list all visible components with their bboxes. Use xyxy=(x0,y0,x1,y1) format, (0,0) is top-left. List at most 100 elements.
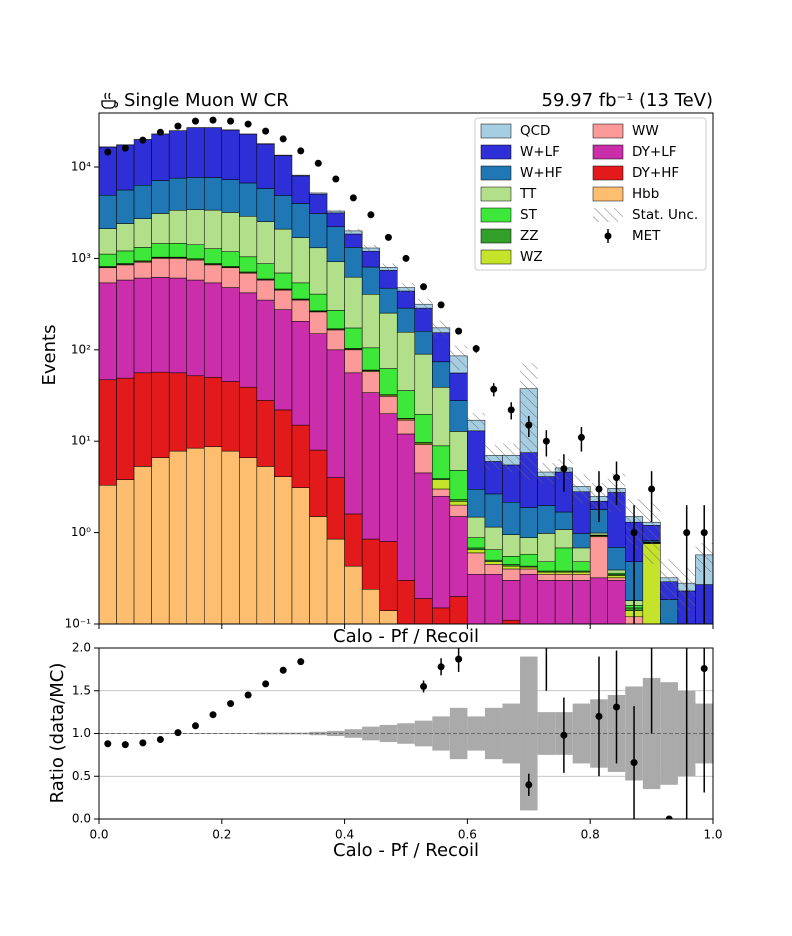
ratio-unc-band xyxy=(502,703,521,764)
stack-segment xyxy=(344,513,363,567)
stack-segment xyxy=(589,532,609,536)
stat-unc-band xyxy=(291,174,310,176)
stack-segment xyxy=(116,250,135,264)
ratio-point xyxy=(665,815,673,819)
stack-segment xyxy=(186,279,205,377)
stack-segment xyxy=(537,571,556,575)
data-point xyxy=(367,211,375,219)
stack-segment xyxy=(554,529,573,549)
ratio-point xyxy=(473,294,480,301)
stack-segment xyxy=(572,561,591,572)
stack-segment xyxy=(537,574,556,581)
ratio-point xyxy=(420,682,428,690)
ratio-point xyxy=(297,658,305,666)
stack-segment xyxy=(467,654,485,715)
stack-segment xyxy=(256,466,275,624)
stack-segment xyxy=(99,267,117,284)
y-tick-label: 10¹ xyxy=(71,434,91,448)
ratio-unc-band xyxy=(467,716,485,751)
data-point xyxy=(630,529,638,537)
stat-unc-band xyxy=(537,463,556,484)
stack-segment xyxy=(203,248,223,264)
stack-segment xyxy=(502,501,521,535)
stack-segment xyxy=(572,547,591,562)
stack-segment xyxy=(221,179,240,213)
stack-segment xyxy=(186,259,205,281)
stack-segment xyxy=(660,666,678,672)
stack-segment xyxy=(607,547,626,571)
stack-segment xyxy=(660,656,678,666)
stack-segment xyxy=(326,226,345,262)
stack-segment xyxy=(396,331,416,391)
stack-segment xyxy=(449,431,468,471)
stack-segment xyxy=(344,233,363,248)
stack-segment xyxy=(519,568,538,575)
stack-segment xyxy=(379,287,398,314)
stat-unc-band xyxy=(484,444,503,470)
legend-swatch xyxy=(480,228,512,244)
stack-segment xyxy=(291,175,310,204)
data-point xyxy=(262,127,270,135)
stack-segment xyxy=(502,580,521,621)
stack-segment xyxy=(607,580,626,624)
title-icon xyxy=(101,92,119,109)
ratio-unc-band xyxy=(239,733,257,734)
x-tick-label: 0.8 xyxy=(581,828,600,842)
stack-segment xyxy=(133,261,152,279)
x-tick-label: 0.0 xyxy=(89,828,108,842)
y-tick-label: 10⁰ xyxy=(71,525,91,539)
stack-segment xyxy=(186,244,205,260)
stack-segment xyxy=(361,392,380,540)
stack-segment xyxy=(256,299,275,401)
stack-segment xyxy=(151,371,170,458)
stack-segment xyxy=(239,182,258,217)
stack-segment xyxy=(116,279,135,379)
legend-swatch xyxy=(592,186,624,202)
stack-segment xyxy=(537,505,556,534)
data-point xyxy=(507,406,515,414)
stack-segment xyxy=(554,547,573,572)
stack-segment xyxy=(361,250,380,268)
stack-segment xyxy=(168,372,187,452)
stack-segment xyxy=(239,292,258,388)
stat-unc-band xyxy=(362,244,380,252)
stack-segment xyxy=(379,413,398,542)
stack-segment xyxy=(537,533,556,562)
stack-segment xyxy=(291,321,310,426)
stack-segment xyxy=(186,209,205,246)
stack-segment xyxy=(239,133,258,184)
ratio-point xyxy=(244,691,252,699)
stack-segment xyxy=(116,223,135,252)
stack-segment xyxy=(116,377,135,480)
stat-unc-band xyxy=(502,443,521,473)
y-tick-label: 10⁴ xyxy=(71,160,91,174)
stack-segment xyxy=(554,571,573,575)
stack-segment xyxy=(625,623,644,624)
stat-unc-band xyxy=(309,192,328,194)
stack-segment xyxy=(203,127,223,178)
stack-segment xyxy=(151,213,170,244)
stack-segment xyxy=(99,379,117,486)
ratio-point xyxy=(121,741,129,749)
stack-segment xyxy=(116,189,135,224)
stack-segment xyxy=(151,180,170,214)
stack-segment xyxy=(467,489,486,518)
stat-unc-band xyxy=(379,263,398,272)
x-tick-label: 1.0 xyxy=(703,828,722,842)
data-point xyxy=(209,116,217,124)
legend-swatch xyxy=(592,144,624,160)
stack-segment xyxy=(572,533,591,549)
stack-segment xyxy=(519,566,538,570)
stack-segment xyxy=(291,237,310,284)
stack-segment xyxy=(274,155,293,196)
stack-segment xyxy=(537,561,556,572)
stack-segment xyxy=(484,549,503,561)
legend: QCD W+LF W+HF TT ST ZZ WZ WW DY+LF DY+HF Hbb Stat. … xyxy=(474,117,707,271)
stack-segment xyxy=(203,377,223,447)
data-point xyxy=(104,148,112,156)
stack-segment xyxy=(151,277,170,373)
legend-label: Hbb xyxy=(632,186,659,202)
stack-segment xyxy=(168,210,187,244)
stack-segment xyxy=(572,571,591,575)
ratio-point xyxy=(490,362,497,369)
